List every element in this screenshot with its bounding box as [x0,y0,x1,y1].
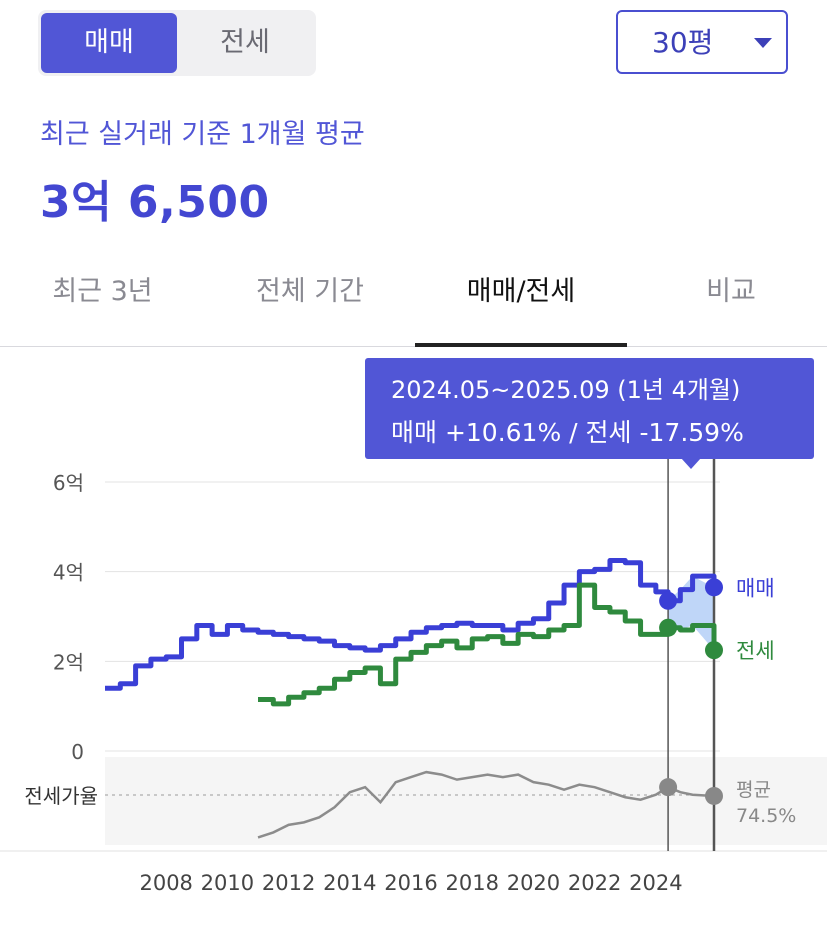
tab-entire-period[interactable]: 전체 기간 [256,276,364,307]
tab-recent-3-years[interactable]: 최근 3년 [52,276,153,307]
x-tick-label: 2014 [323,871,376,895]
trade-type-toggle: 매매 전세 [38,10,316,76]
sale-toggle-button[interactable]: 매매 [41,13,177,73]
x-tick-label: 2018 [446,871,499,895]
marker-start-ratio [659,778,678,797]
x-tick-label: 2022 [568,871,621,895]
tab-compare[interactable]: 비교 [706,276,756,307]
chevron-down-icon [754,38,772,48]
end-label-jeonse: 전세 [736,639,775,663]
y-tick-label: 6억 [53,471,84,495]
y-tick-label: 2억 [53,650,84,674]
chart-tabs: 최근 3년 전체 기간 매매/전세 비교 [0,262,827,347]
tooltip-change: 매매 +10.61% / 전세 -17.59% [391,418,744,447]
y-tick-label: 4억 [53,561,84,585]
price-basis-label: 최근 실거래 기준 1개월 평균 [40,119,365,150]
ratio-average-title: 평균 [736,779,771,801]
ratio-axis-label: 전세가율 [24,784,98,808]
y-tick-label: 0 [71,740,84,764]
series-line-sale [105,557,717,691]
x-tick-label: 2020 [507,871,560,895]
range-tooltip: 2024.05~2025.09 (1년 4개월) 매매 +10.61% / 전세… [365,358,814,469]
marker-end-jeonse [705,641,723,660]
ratio-average-value: 74.5% [736,805,796,827]
average-price: 3억 6,500 [40,177,270,228]
end-label-sale: 매매 [736,576,775,600]
x-tick-label: 2008 [139,871,192,895]
marker-start-jeonse [659,618,678,637]
marker-end-ratio [705,786,723,805]
series-line-ratio [257,770,715,839]
area-size-value: 30평 [652,26,714,59]
tab-sale-jeonse[interactable]: 매매/전세 [415,262,627,347]
marker-start-sale [659,591,678,610]
series-line-jeonse [258,582,717,707]
marker-end-sale [705,578,723,597]
x-tick-label: 2012 [262,871,315,895]
x-tick-label: 2016 [384,871,437,895]
tooltip-period: 2024.05~2025.09 (1년 4개월) [391,376,741,404]
x-tick-label: 2010 [201,871,254,895]
tooltip-pointer [681,458,701,469]
jeonse-toggle-button[interactable]: 전세 [220,27,270,58]
x-tick-label: 2024 [629,871,682,895]
area-size-select[interactable]: 30평 [616,10,788,74]
